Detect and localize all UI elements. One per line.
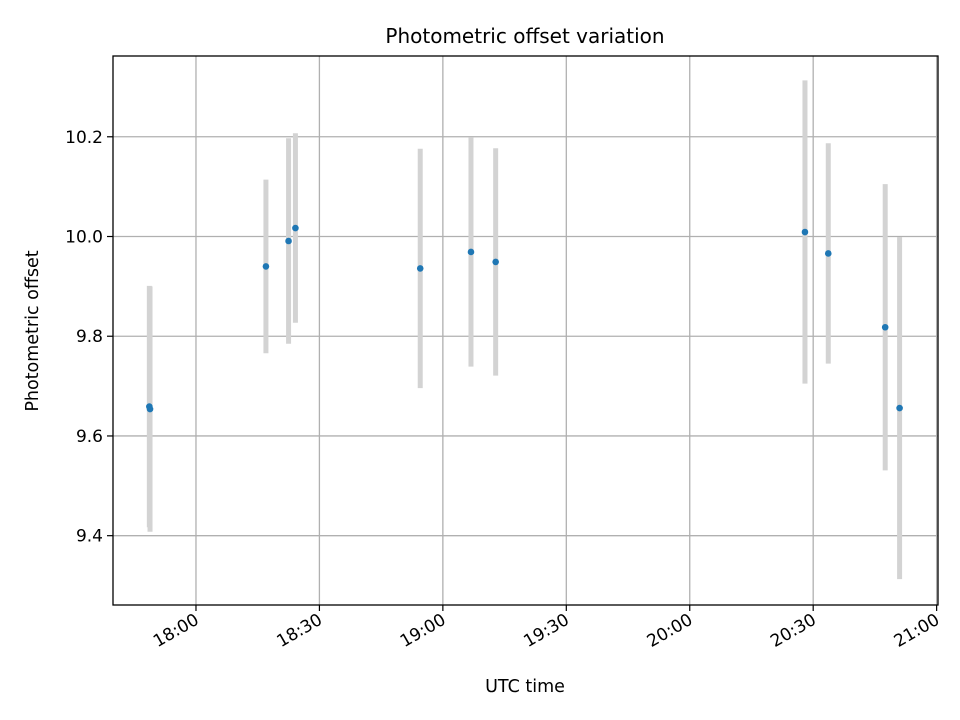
data-point (824, 250, 832, 257)
data-point (262, 263, 270, 270)
x-tick-label: 20:00 (644, 610, 696, 652)
x-axis-title: UTC time (485, 677, 565, 697)
x-tick-label: 21:00 (891, 610, 943, 652)
x-axis-ticks: 18:00 18:30 19:00 19:30 20:00 20:30 21:00 (150, 605, 943, 652)
x-tick-label: 18:00 (150, 610, 202, 652)
y-axis-title: Photometric offset (23, 250, 43, 411)
data-point (492, 258, 499, 266)
y-tick-label: 10.0 (65, 228, 103, 248)
data-point (896, 404, 903, 412)
data-points (146, 224, 903, 413)
y-tick-label: 10.2 (65, 128, 103, 148)
data-point (146, 405, 154, 413)
plot-frame (112, 55, 939, 606)
error-bars (146, 80, 903, 580)
grid (113, 56, 938, 605)
chart-title: Photometric offset variation (385, 24, 664, 48)
data-point (416, 265, 424, 272)
x-tick-label: 20:30 (767, 610, 819, 652)
x-tick-label: 19:00 (397, 610, 449, 652)
data-point (801, 228, 809, 236)
y-tick-label: 9.8 (76, 327, 103, 347)
x-tick-label: 18:30 (273, 610, 325, 652)
data-point (467, 248, 475, 256)
data-point (881, 323, 889, 331)
y-tick-label: 9.4 (76, 527, 103, 547)
y-axis-ticks: 9.4 9.6 9.8 10.0 10.2 (65, 128, 113, 547)
data-point (292, 224, 299, 232)
y-tick-label: 9.6 (76, 427, 103, 447)
data-point (285, 237, 292, 245)
x-tick-label: 19:30 (520, 610, 572, 652)
